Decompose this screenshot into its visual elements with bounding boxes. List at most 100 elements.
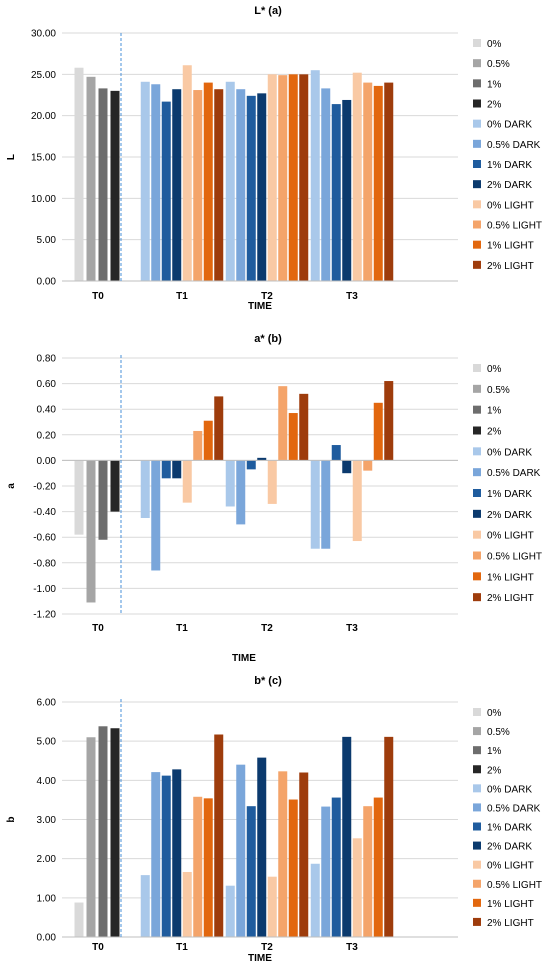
legend-swatch	[473, 879, 481, 888]
legend-label: 1% LIGHT	[487, 572, 534, 583]
legend-label: 2%	[487, 765, 502, 776]
bar	[193, 430, 203, 461]
bar	[278, 386, 288, 461]
legend-swatch	[473, 746, 481, 755]
bar	[236, 460, 246, 525]
bar	[151, 460, 161, 571]
bar	[161, 101, 171, 281]
bar	[373, 85, 383, 281]
legend-label: 2% LIGHT	[487, 261, 534, 272]
legend-label: 0.5%	[487, 59, 510, 70]
bar	[384, 736, 394, 937]
bar	[182, 871, 192, 937]
legend-swatch	[473, 160, 481, 168]
bar	[193, 90, 203, 281]
bar	[288, 413, 298, 461]
bar	[214, 734, 224, 937]
legend-swatch	[473, 468, 481, 477]
bar	[214, 89, 224, 281]
legend-swatch	[473, 180, 481, 189]
bar	[203, 798, 213, 937]
y-tick-label: -1.20	[33, 610, 56, 621]
legend-label: 1%	[487, 746, 502, 757]
bar	[161, 460, 171, 479]
bar	[203, 82, 213, 281]
category-label: T0	[92, 942, 104, 953]
bar	[321, 460, 331, 549]
y-tick-label: -0.60	[33, 533, 56, 544]
legend-swatch	[473, 39, 481, 47]
bar	[246, 95, 256, 282]
bar	[110, 460, 120, 512]
y-tick-label: 6.00	[37, 698, 57, 709]
bar	[299, 393, 309, 461]
bar	[288, 799, 298, 937]
bar	[352, 72, 362, 282]
bar	[331, 104, 341, 282]
legend-swatch	[473, 220, 481, 229]
category-label: T1	[176, 291, 188, 302]
bar	[246, 460, 256, 470]
y-tick-label: 30.00	[31, 29, 56, 40]
legend-swatch	[473, 530, 481, 539]
bar	[182, 65, 192, 282]
bar	[278, 75, 288, 281]
category-label: T3	[346, 291, 358, 302]
legend-swatch	[473, 426, 481, 435]
bar	[74, 460, 84, 535]
bar	[151, 84, 161, 282]
legend-swatch	[473, 841, 481, 850]
y-axis-label: b	[6, 816, 17, 822]
legend-swatch	[473, 784, 481, 793]
chart-title: b* (c)	[254, 675, 282, 687]
legend-label: 0% LIGHT	[487, 861, 534, 872]
bar	[74, 902, 84, 937]
y-tick-label: 5.00	[37, 737, 57, 748]
y-tick-label: 0.80	[37, 354, 57, 365]
legend-swatch	[473, 593, 481, 602]
chart-l-star: L* (a) 0.00 5.00 10.00 15.00 20.00 25.00 30.00 L…	[6, 5, 542, 312]
bar	[342, 736, 352, 937]
legend-label: 2%	[487, 100, 502, 111]
bar	[225, 460, 235, 507]
y-tick-label: 0.00	[37, 933, 57, 944]
legend-label: 2%	[487, 427, 502, 438]
y-tick-label: 0.00	[37, 456, 57, 467]
y-tick-label: 0.00	[37, 277, 57, 288]
y-tick-label: 20.00	[31, 111, 56, 122]
legend-swatch	[473, 79, 481, 88]
bar	[384, 381, 394, 461]
category-label: T2	[261, 942, 273, 953]
y-tick-label: 0.60	[37, 379, 57, 390]
chart-title: a* (b)	[254, 333, 282, 345]
bar	[257, 457, 267, 461]
legend-label: 1% DARK	[487, 489, 532, 500]
chart-a-star: a* (b) -1.20 -1.00 -0.80 -0.60 -0.40 -0.20 0.00…	[6, 333, 542, 664]
y-tick-label: -0.80	[33, 558, 56, 569]
x-axis-label: TIME	[232, 653, 256, 664]
legend-label: 0% LIGHT	[487, 200, 534, 211]
legend-label: 1%	[487, 406, 502, 417]
legend-swatch	[473, 898, 481, 907]
category-label: T0	[92, 291, 104, 302]
legend-swatch	[473, 260, 481, 269]
y-tick-label: 2.00	[37, 854, 57, 865]
bar	[98, 726, 108, 937]
legend-swatch	[473, 765, 481, 774]
y-tick-label: 0.40	[37, 405, 57, 416]
bar	[110, 90, 120, 281]
bar	[86, 737, 96, 937]
y-tick-label: 3.00	[37, 815, 57, 826]
legend-swatch	[473, 708, 481, 716]
legend-label: 1% DARK	[487, 823, 532, 834]
bar	[299, 772, 309, 937]
legend-label: 0% DARK	[487, 120, 532, 131]
legend-swatch	[473, 509, 481, 518]
y-tick-label: -1.00	[33, 584, 56, 595]
legend-label: 0%	[487, 364, 502, 375]
bar	[267, 876, 277, 937]
y-tick-label: 25.00	[31, 70, 56, 81]
y-tick-label: 5.00	[37, 235, 57, 246]
y-tick-label: 1.00	[37, 893, 57, 904]
category-label: T2	[261, 291, 273, 302]
